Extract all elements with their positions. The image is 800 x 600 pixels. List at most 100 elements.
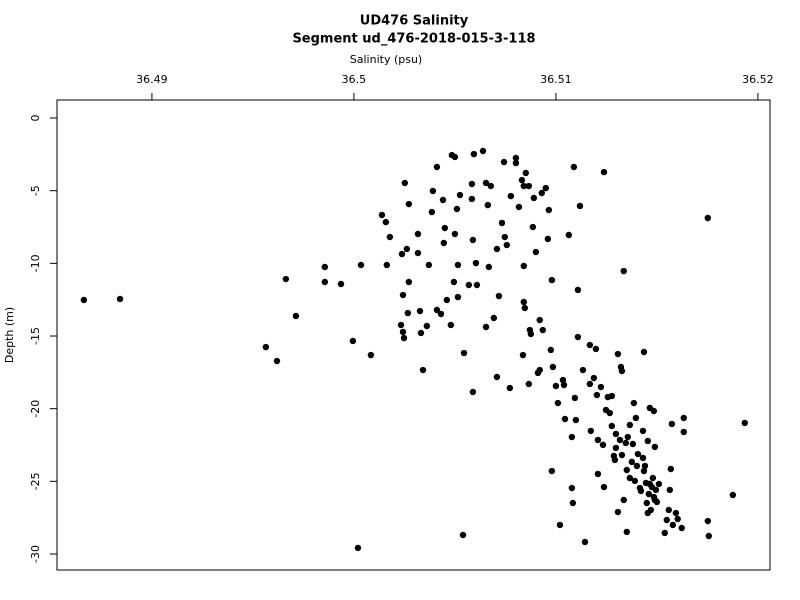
point <box>440 239 447 247</box>
point <box>282 275 290 283</box>
point <box>623 466 630 474</box>
point <box>437 310 445 318</box>
point <box>574 333 582 341</box>
point <box>503 241 511 249</box>
point <box>672 509 680 517</box>
point <box>354 544 362 552</box>
point <box>416 307 424 315</box>
point <box>501 233 508 241</box>
point <box>262 343 270 351</box>
point <box>614 350 622 358</box>
point <box>512 159 520 167</box>
point <box>561 415 569 423</box>
point <box>623 528 630 536</box>
point <box>519 351 527 359</box>
y-axis-label: Depth (m) <box>3 307 16 363</box>
point <box>460 349 468 357</box>
point <box>668 420 676 428</box>
point <box>521 304 528 312</box>
point <box>586 341 594 349</box>
point <box>451 153 459 161</box>
point <box>644 437 652 445</box>
point <box>611 456 619 464</box>
point <box>404 309 412 317</box>
point <box>678 524 685 532</box>
point <box>456 191 464 199</box>
point <box>468 180 476 188</box>
point <box>729 491 737 499</box>
y-tick-label: -15 <box>29 327 42 345</box>
plot-frame <box>56 99 771 571</box>
point <box>441 224 449 232</box>
point <box>273 357 281 365</box>
point <box>383 261 391 269</box>
y-tick-label: -20 <box>29 400 42 418</box>
point <box>574 286 582 294</box>
point <box>594 436 602 444</box>
point <box>552 382 560 390</box>
point <box>608 422 616 430</box>
point <box>649 474 657 482</box>
point <box>428 208 436 216</box>
point <box>321 278 329 286</box>
point <box>593 391 601 399</box>
point <box>572 416 580 424</box>
x-tick-label: 36.5 <box>342 73 367 86</box>
point <box>626 421 634 429</box>
point <box>292 312 300 320</box>
point <box>606 409 614 417</box>
point <box>500 158 508 166</box>
point <box>618 367 626 375</box>
y-tick-label: -30 <box>29 545 42 563</box>
point <box>632 414 640 422</box>
point <box>507 192 515 200</box>
point <box>398 250 406 258</box>
point <box>549 363 557 371</box>
point <box>349 337 357 345</box>
point <box>468 195 476 203</box>
point <box>608 392 616 400</box>
point <box>629 440 637 448</box>
point <box>399 291 407 299</box>
point <box>450 278 458 286</box>
point <box>518 176 526 184</box>
point <box>547 346 555 354</box>
point <box>704 517 711 525</box>
point <box>600 483 608 491</box>
point <box>485 263 493 271</box>
point <box>539 326 546 334</box>
point <box>571 394 579 402</box>
point <box>705 532 712 540</box>
point <box>741 419 748 427</box>
point <box>493 373 501 381</box>
point <box>530 194 538 202</box>
point <box>405 278 413 286</box>
point <box>637 487 645 495</box>
y-tick-label: -25 <box>29 472 42 490</box>
point <box>425 261 433 269</box>
point <box>614 508 622 516</box>
point <box>639 427 647 435</box>
point <box>443 296 451 304</box>
x-axis-label: Salinity (psu) <box>350 53 422 66</box>
point <box>640 467 648 475</box>
point <box>515 203 523 211</box>
point <box>597 383 605 391</box>
point <box>560 381 568 389</box>
point <box>493 245 501 253</box>
point <box>612 430 620 438</box>
point <box>586 380 594 388</box>
point <box>647 506 655 514</box>
point <box>400 334 408 342</box>
point <box>667 465 675 473</box>
point <box>469 388 477 396</box>
point <box>652 486 660 494</box>
point <box>469 236 477 244</box>
point <box>581 538 589 546</box>
point <box>451 230 459 238</box>
point <box>651 443 659 451</box>
point <box>641 462 649 470</box>
point <box>520 262 527 270</box>
point <box>429 187 437 195</box>
point <box>594 470 602 478</box>
